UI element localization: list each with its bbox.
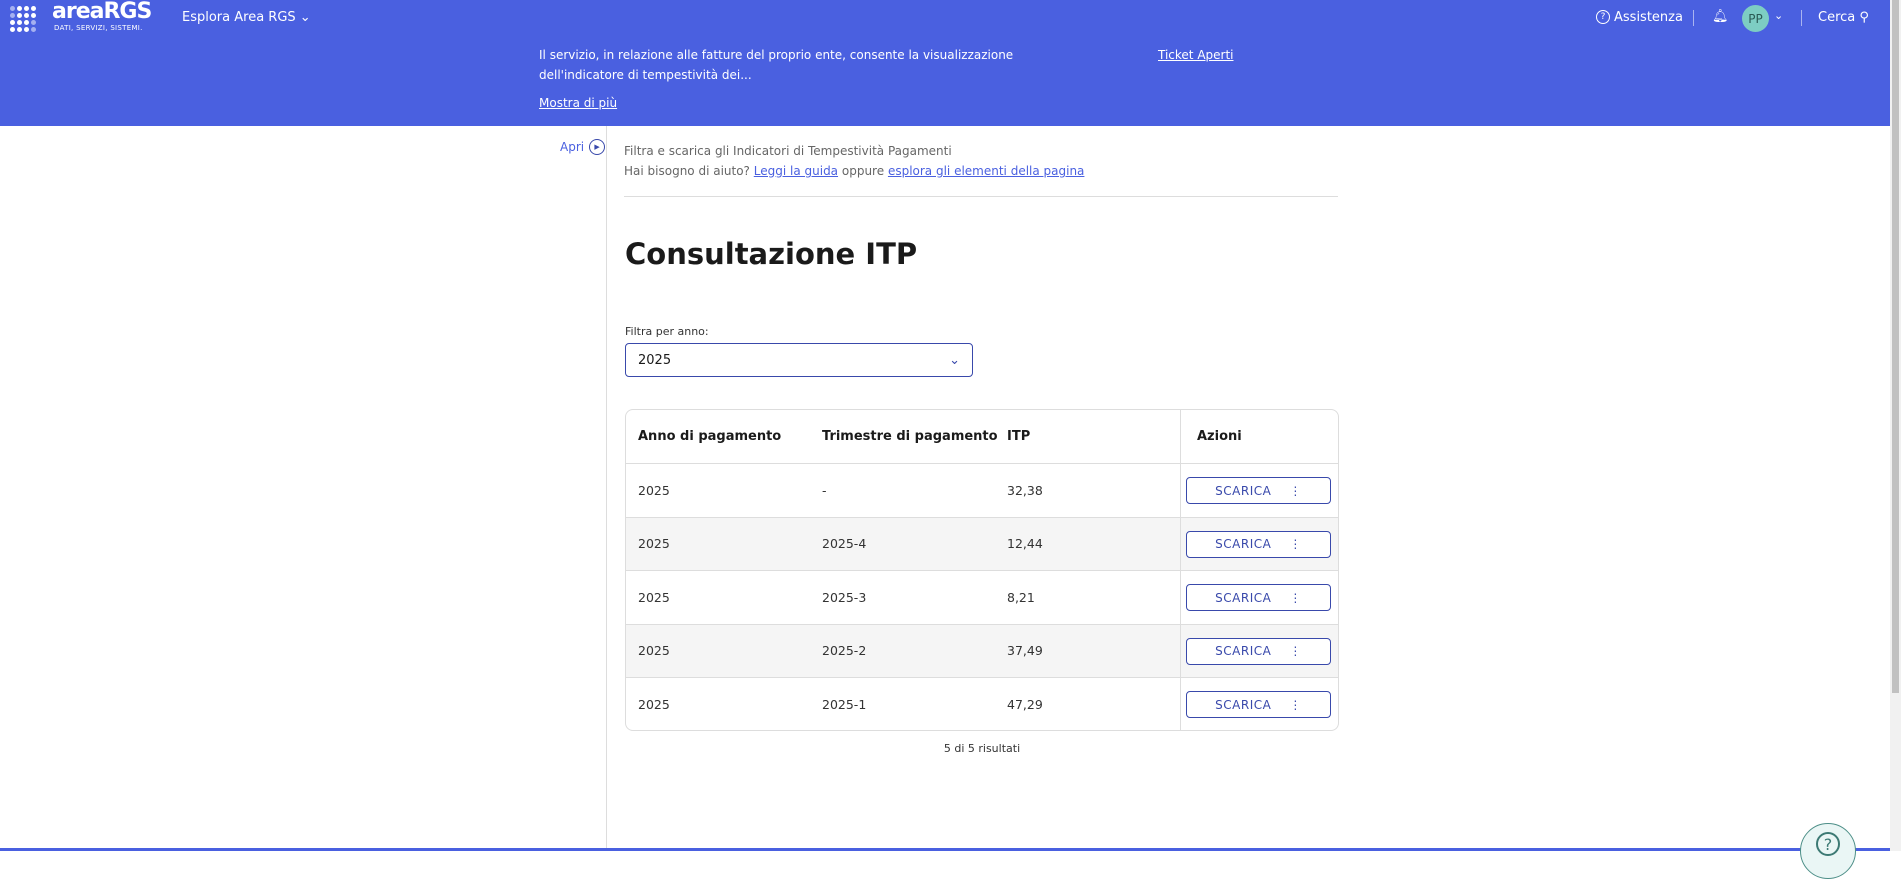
bell-icon[interactable]: 🔔︎ <box>1712 9 1729 24</box>
download-button[interactable]: SCARICA ⋮ <box>1186 691 1331 718</box>
filter-label: Filtra per anno: <box>625 325 709 338</box>
explore-menu[interactable]: Esplora Area RGS ⌄ <box>182 10 311 25</box>
help-label: Assistenza <box>1614 10 1683 25</box>
cell-quarter: 2025-2 <box>822 643 867 659</box>
top-header: areaRGS DATI, SERVIZI, SISTEMI. Esplora … <box>0 0 1890 126</box>
cell-itp: 8,21 <box>1007 589 1035 605</box>
logo-text[interactable]: areaRGS <box>52 0 152 24</box>
chevron-down-icon: ⌄ <box>299 10 311 25</box>
chevron-down-icon: ⌄ <box>949 352 960 368</box>
help-prefix: Hai bisogno di aiuto? <box>624 164 750 178</box>
footer-bar <box>0 848 1890 851</box>
download-label: SCARICA <box>1215 697 1272 712</box>
cell-actions <box>1180 678 1338 730</box>
cell-actions <box>1180 517 1338 570</box>
table-row: 2025 2025-3 8,21 SCARICA ⋮ <box>626 571 1338 625</box>
cell-actions <box>1180 464 1338 517</box>
more-vert-icon[interactable]: ⋮ <box>1289 697 1302 712</box>
cell-year: 2025 <box>638 482 670 498</box>
download-label: SCARICA <box>1215 483 1272 498</box>
logo-icon <box>10 6 40 32</box>
description-text: Il servizio, in relazione alle fatture d… <box>539 48 1014 82</box>
explore-elements-link[interactable]: esplora gli elementi della pagina <box>887 164 1085 178</box>
year-select[interactable]: 2025 ⌄ <box>625 343 973 377</box>
cell-quarter: - <box>822 482 827 498</box>
cell-actions <box>1180 571 1338 624</box>
download-button[interactable]: SCARICA ⋮ <box>1186 637 1331 665</box>
cell-quarter: 2025-4 <box>822 536 867 552</box>
sidebar-divider <box>606 126 607 851</box>
cell-year: 2025 <box>638 536 670 552</box>
download-label: SCARICA <box>1215 644 1272 658</box>
show-more-link[interactable]: Mostra di più <box>539 96 618 110</box>
open-tickets-link[interactable]: Ticket Aperti <box>1158 48 1234 62</box>
cell-year: 2025 <box>638 589 670 605</box>
scrollbar-thumb[interactable] <box>1892 0 1899 693</box>
cell-year: 2025 <box>638 697 670 713</box>
more-vert-icon[interactable]: ⋮ <box>1289 483 1302 498</box>
header-year[interactable]: Anno di pagamento <box>638 429 782 444</box>
explore-label: Esplora Area RGS <box>182 10 296 25</box>
year-value: 2025 <box>638 352 672 368</box>
sidebar-open-button[interactable]: Apri ▶ <box>560 139 606 155</box>
more-vert-icon[interactable]: ⋮ <box>1289 590 1302 605</box>
download-button[interactable]: SCARICA ⋮ <box>1186 477 1331 504</box>
intro: Filtra e scarica gli Indicatori di Tempe… <box>624 141 1084 181</box>
cell-itp: 47,29 <box>1007 697 1043 713</box>
table-row: 2025 2025-4 12,44 SCARICA ⋮ <box>626 517 1338 571</box>
question-icon: ? <box>1816 832 1840 856</box>
table-row: 2025 2025-1 47,29 SCARICA ⋮ <box>626 678 1338 730</box>
header-quarter[interactable]: Trimestre di pagamento <box>822 429 998 444</box>
guide-link[interactable]: Leggi la guida <box>753 164 839 178</box>
open-label: Apri <box>560 140 585 154</box>
cell-actions <box>1180 624 1338 677</box>
search-button[interactable]: Cerca ⚲ <box>1818 10 1869 25</box>
divider <box>1693 10 1694 26</box>
itp-table: Anno di pagamento Trimestre di pagamento… <box>625 409 1339 731</box>
more-vert-icon[interactable]: ⋮ <box>1289 537 1302 551</box>
header-actions: Azioni <box>1180 410 1338 463</box>
cell-quarter: 2025-3 <box>822 589 867 605</box>
service-description: Il servizio, in relazione alle fatture d… <box>539 45 1039 113</box>
header-itp[interactable]: ITP <box>1007 429 1031 444</box>
cell-itp: 32,38 <box>1007 482 1043 498</box>
page-title: Consultazione ITP <box>625 237 918 271</box>
table-header: Anno di pagamento Trimestre di pagamento… <box>626 410 1338 464</box>
cell-itp: 12,44 <box>1007 536 1043 552</box>
help-button[interactable]: ? <box>1800 823 1856 879</box>
intro-subtitle: Filtra e scarica gli Indicatori di Tempe… <box>624 144 952 158</box>
download-label: SCARICA <box>1215 537 1272 551</box>
divider <box>1801 10 1802 26</box>
logo-subtitle: DATI, SERVIZI, SISTEMI. <box>54 24 143 32</box>
help-link[interactable]: ? Assistenza <box>1596 10 1683 25</box>
play-icon: ▶ <box>589 139 606 155</box>
cell-year: 2025 <box>638 643 670 659</box>
divider <box>624 196 1338 197</box>
search-label: Cerca <box>1818 10 1856 25</box>
cell-quarter: 2025-1 <box>822 697 867 713</box>
search-icon: ⚲ <box>1859 10 1869 25</box>
download-label: SCARICA <box>1215 590 1272 605</box>
avatar[interactable]: PP <box>1742 5 1769 32</box>
question-icon: ? <box>1596 10 1610 24</box>
more-vert-icon[interactable]: ⋮ <box>1289 644 1302 658</box>
download-button[interactable]: SCARICA ⋮ <box>1186 530 1331 558</box>
chevron-down-icon[interactable]: ⌄ <box>1774 9 1784 22</box>
or-text: oppure <box>841 164 885 178</box>
results-count: 5 di 5 risultati <box>943 742 1021 755</box>
table-row: 2025 2025-2 37,49 SCARICA ⋮ <box>626 624 1338 678</box>
cell-itp: 37,49 <box>1007 643 1043 659</box>
download-button[interactable]: SCARICA ⋮ <box>1186 584 1331 611</box>
table-row: 2025 - 32,38 SCARICA ⋮ <box>626 464 1338 518</box>
